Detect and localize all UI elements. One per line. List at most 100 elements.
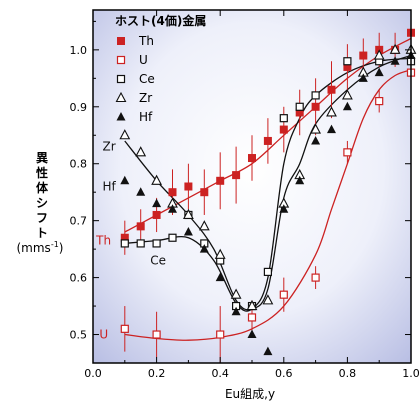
data-point-ce <box>279 114 288 123</box>
y-unit-open: (mms <box>17 241 51 255</box>
data-point-hf <box>231 306 241 316</box>
data-point-zr <box>262 294 274 305</box>
x-tick-label: 0.4 <box>211 367 229 380</box>
y-tick-label: 0.8 <box>70 158 88 171</box>
legend-marker-u <box>116 55 126 65</box>
data-point-zr <box>246 299 258 311</box>
data-point-ce <box>343 57 352 66</box>
y-axis-label-char: ト <box>36 226 48 240</box>
data-point-hf <box>247 329 257 339</box>
data-point-zr <box>135 146 147 157</box>
data-point-zr <box>119 129 131 140</box>
data-point-th <box>311 102 320 111</box>
data-point-zr <box>389 43 401 54</box>
data-point-ce <box>168 233 177 242</box>
fit-curve-u <box>124 69 412 341</box>
y-unit-close: ) <box>59 241 64 255</box>
legend-label-th: Th <box>138 34 154 48</box>
data-point-zr <box>198 220 210 231</box>
y-axis-label-char: 性 <box>35 165 48 180</box>
data-point-th <box>184 182 193 191</box>
data-point-th <box>248 154 256 163</box>
y-unit-sup: -1 <box>51 240 59 249</box>
data-point-zr <box>326 106 337 117</box>
data-point-zr <box>151 174 163 185</box>
data-point-ce <box>120 239 129 248</box>
legend-marker-zr <box>115 91 127 103</box>
annotation-zr: Zr <box>103 140 116 154</box>
y-tick-label: 0.7 <box>70 215 88 228</box>
data-point-th <box>120 233 129 242</box>
data-point-u <box>311 273 320 282</box>
data-point-th <box>327 85 336 94</box>
x-tick-label: 0.6 <box>275 367 293 380</box>
data-point-th <box>136 222 145 231</box>
data-point-u <box>343 148 352 157</box>
annotation-th: Th <box>95 234 111 248</box>
data-point-hf <box>327 124 336 134</box>
data-point-hf <box>358 73 368 82</box>
data-point-th <box>359 51 368 60</box>
data-point-u <box>279 290 288 299</box>
data-point-ce <box>295 102 304 111</box>
data-point-u <box>375 96 384 106</box>
legend-label-u: U <box>139 53 148 67</box>
legend-label-ce: Ce <box>139 72 155 86</box>
legend-title: ホスト(4価)金属 <box>115 13 206 28</box>
x-tick-label: 0.8 <box>339 367 357 380</box>
legend-marker-hf <box>116 112 126 121</box>
data-point-hf <box>152 198 162 208</box>
x-axis-label: Eu組成,y <box>225 387 275 401</box>
data-point-hf <box>311 135 321 145</box>
legend-label-hf: Hf <box>139 110 153 124</box>
y-axis-label-char: シ <box>36 196 48 210</box>
data-point-ce <box>152 239 161 248</box>
data-point-zr <box>214 248 226 259</box>
data-point-u <box>216 330 225 339</box>
data-point-hf <box>183 227 193 236</box>
data-point-hf <box>390 56 400 65</box>
data-point-th <box>168 188 177 197</box>
data-point-u <box>152 330 161 339</box>
y-axis-label: 異 性 体 シ フ ト (mms-1) <box>17 151 64 255</box>
data-point-th <box>295 108 304 117</box>
data-point-th <box>343 62 352 71</box>
data-point-th <box>152 210 161 219</box>
data-point-u <box>120 324 129 333</box>
data-point-hf <box>263 346 273 356</box>
data-point-hf <box>215 272 225 282</box>
x-tick-label: 0.0 <box>84 367 102 380</box>
data-point-ce <box>136 239 145 248</box>
data-point-hf <box>136 187 146 196</box>
y-tick-label: 0.6 <box>70 272 88 285</box>
data-point-hf <box>120 175 130 185</box>
y-axis-label-char: フ <box>36 211 48 225</box>
annotation-ce: Ce <box>150 254 166 268</box>
annotation-u: U <box>99 328 108 342</box>
data-point-hf <box>199 244 209 253</box>
annotation-hf: Hf <box>103 180 117 194</box>
data-point-th <box>200 188 209 197</box>
data-point-th <box>279 125 288 134</box>
data-point-zr <box>310 123 322 134</box>
data-point-zr <box>230 288 242 299</box>
y-tick-label: 0.9 <box>70 101 88 114</box>
y-axis-unit: (mms-1) <box>17 240 64 255</box>
data-point-hf <box>295 175 305 185</box>
legend-marker-th <box>117 37 125 45</box>
y-axis-label-char: 異 <box>36 151 48 165</box>
y-tick-label: 1.0 <box>70 44 88 57</box>
data-point-zr <box>341 89 353 100</box>
data-point-th <box>216 176 225 185</box>
y-tick-label: 0.5 <box>70 329 88 342</box>
data-point-zr <box>182 208 194 220</box>
legend-marker-ce <box>116 74 126 84</box>
data-point-ce <box>311 91 320 100</box>
data-point-th <box>232 171 241 180</box>
data-point-ce <box>263 267 272 277</box>
data-point-th <box>263 136 272 145</box>
x-tick-label: 0.2 <box>148 367 166 380</box>
y-axis-label-char: 体 <box>36 180 49 195</box>
data-point-hf <box>342 101 352 111</box>
